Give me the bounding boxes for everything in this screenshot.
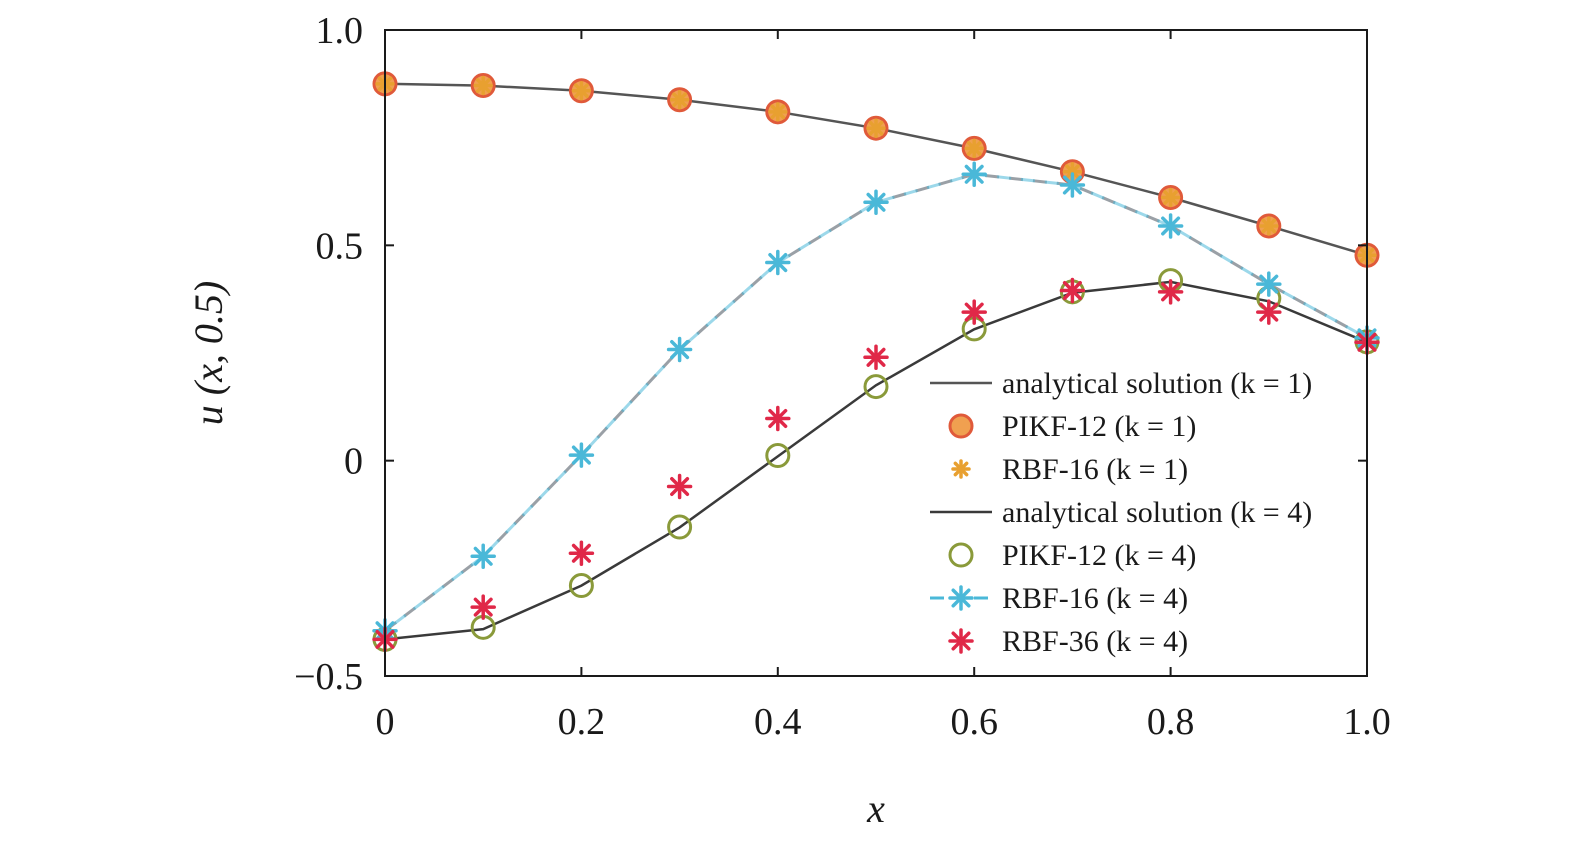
legend-entry: RBF-16 (k = 1) bbox=[951, 453, 1188, 486]
legend-entry: PIKF-12 (k = 1) bbox=[948, 410, 1196, 443]
legend-entry: RBF-36 (k = 4) bbox=[948, 625, 1188, 658]
legend-label: analytical solution (k = 4) bbox=[1002, 496, 1312, 529]
point-rbf16-k4 bbox=[666, 336, 693, 363]
legend: analytical solution (k = 1) PIKF-12 (k = … bbox=[930, 367, 1312, 658]
y-tick-label: 1.0 bbox=[316, 10, 364, 52]
point-pikf12-k4 bbox=[568, 573, 594, 599]
point-rbf16-k4 bbox=[568, 442, 595, 468]
point-rbf36-k4 bbox=[863, 344, 889, 371]
series-line-rbf16-k4 bbox=[384, 172, 1368, 632]
point-pikf12-k4 bbox=[863, 374, 889, 400]
point-rbf16-k4 bbox=[765, 249, 791, 276]
point-rbf16-k1 bbox=[669, 90, 690, 110]
point-rbf36-k4 bbox=[470, 594, 496, 620]
legend-entry: RBF-16 (k = 4) bbox=[930, 582, 1188, 615]
point-rbf36-k4 bbox=[961, 299, 987, 325]
point-rbf16-k1 bbox=[768, 102, 788, 122]
legend-star-swatch bbox=[951, 459, 971, 479]
legend-label: PIKF-12 (k = 1) bbox=[1002, 410, 1196, 443]
series-line-analytical-k1 bbox=[384, 82, 1368, 257]
point-rbf36-k4 bbox=[666, 473, 693, 500]
legend-entry: analytical solution (k = 4) bbox=[930, 496, 1312, 529]
point-rbf36-k4 bbox=[765, 405, 791, 432]
x-tick-label: 0.8 bbox=[1147, 701, 1195, 743]
point-rbf16-k4 bbox=[470, 543, 496, 570]
point-pikf12-k4 bbox=[667, 514, 693, 540]
point-rbf16-k4 bbox=[1059, 172, 1086, 198]
legend-circle-swatch bbox=[948, 542, 974, 568]
point-rbf16-k1 bbox=[571, 80, 592, 101]
point-rbf16-k4 bbox=[1157, 213, 1184, 239]
x-tick-label: 0 bbox=[376, 701, 395, 743]
point-rbf36-k4 bbox=[1256, 299, 1282, 325]
y-tick-label: −0.5 bbox=[294, 656, 363, 698]
legend-circle-swatch bbox=[948, 413, 974, 439]
series-line-analytical-k4 bbox=[384, 280, 1368, 641]
point-rbf36-k4 bbox=[1059, 277, 1086, 304]
point-rbf16-k4 bbox=[1256, 271, 1282, 297]
legend-label: RBF-36 (k = 4) bbox=[1002, 625, 1188, 658]
point-rbf16-k4 bbox=[863, 189, 889, 216]
y-axis-label: u (x, 0.5) bbox=[186, 281, 231, 425]
plot-frame bbox=[384, 29, 1368, 677]
legend-entry: analytical solution (k = 1) bbox=[930, 367, 1312, 400]
x-tick-label: 1.0 bbox=[1343, 701, 1391, 743]
x-tick-label: 0.2 bbox=[558, 701, 606, 743]
plot-area bbox=[372, 71, 1380, 653]
point-rbf16-k1 bbox=[964, 138, 984, 159]
x-axis-label: x bbox=[866, 786, 885, 831]
legend-star-swatch bbox=[948, 585, 974, 611]
series-line-rbf16-k4-overlay bbox=[384, 172, 1368, 632]
x-tick-label: 0.6 bbox=[950, 701, 998, 743]
point-rbf36-k4 bbox=[568, 540, 595, 567]
point-rbf16-k1 bbox=[473, 75, 493, 96]
axis-ticks: 0 0.2 0.4 0.6 0.8 1.0 −0.5 0 0.5 1.0 bbox=[294, 10, 1391, 743]
legend-label: RBF-16 (k = 4) bbox=[1002, 582, 1188, 615]
legend-entry: PIKF-12 (k = 4) bbox=[948, 539, 1196, 572]
x-tick-label: 0.4 bbox=[754, 701, 802, 743]
y-tick-label: 0 bbox=[344, 441, 363, 483]
point-pikf12-k4 bbox=[765, 442, 791, 468]
legend-label: PIKF-12 (k = 4) bbox=[1002, 539, 1196, 572]
point-rbf16-k1 bbox=[1160, 187, 1181, 208]
legend-label: analytical solution (k = 1) bbox=[1002, 367, 1312, 400]
legend-label: RBF-16 (k = 1) bbox=[1002, 453, 1188, 486]
point-rbf16-k1 bbox=[866, 118, 886, 138]
y-tick-label: 0.5 bbox=[316, 225, 364, 267]
point-rbf16-k4 bbox=[961, 161, 987, 188]
legend-star-swatch bbox=[948, 628, 974, 654]
point-rbf36-k4 bbox=[1157, 279, 1184, 305]
point-rbf16-k1 bbox=[1259, 216, 1279, 236]
